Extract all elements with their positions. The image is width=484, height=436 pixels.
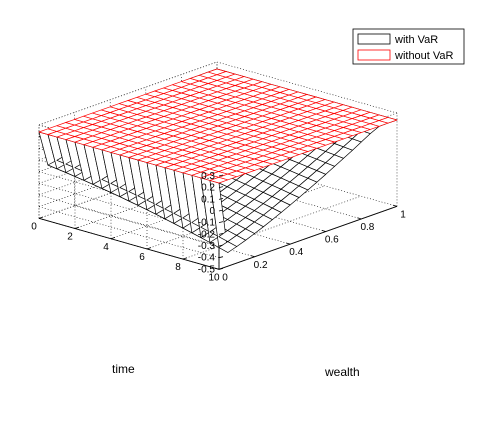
- y-tick-mark: [38, 216, 44, 219]
- y-tick-label: 4: [103, 242, 109, 253]
- y-axis-label: time: [112, 362, 135, 376]
- x-tick-mark: [392, 204, 398, 207]
- z-tick-mark: [218, 256, 224, 259]
- z-tick-mark: [218, 174, 224, 177]
- x-axis-label: wealth: [324, 365, 360, 379]
- x-tick-label: 0.4: [289, 247, 303, 258]
- x-tick-label: 0.2: [254, 260, 268, 271]
- z-tick-label: 0.1: [201, 194, 215, 205]
- z-tick-label: -0.1: [198, 218, 216, 229]
- x-tick-mark: [286, 242, 291, 245]
- z-tick-mark: [218, 232, 224, 235]
- box-edge: [216, 61, 398, 114]
- legend-swatch-without-var: [357, 49, 391, 61]
- z-tick-label: -0.2: [198, 229, 216, 240]
- z-tick-mark: [218, 197, 224, 200]
- y-axis-line: [38, 217, 220, 270]
- x-tick-mark: [214, 267, 220, 270]
- x-tick-mark: [250, 255, 255, 258]
- y-tick-mark: [218, 267, 224, 270]
- y-tick-mark: [110, 236, 116, 240]
- y-tick-label: 8: [175, 262, 181, 273]
- legend-swatch-with-var: [357, 33, 391, 45]
- x-tick-mark: [357, 217, 362, 220]
- x-tick-mark: [321, 229, 326, 232]
- x-tick-label: 0: [222, 272, 228, 283]
- y-tick-label: 6: [139, 252, 145, 263]
- y-tick-mark: [146, 247, 152, 250]
- z-tick-label: -0.4: [198, 253, 216, 264]
- grid-line: [38, 183, 220, 235]
- z-tick-label: -0.3: [198, 241, 216, 252]
- z-tick-label: 0: [209, 206, 215, 217]
- legend-label-without-var: without VaR: [394, 50, 454, 62]
- legend-label-with-var: with VaR: [394, 34, 438, 46]
- series-without-var-surface: [38, 68, 398, 184]
- z-tick-mark: [218, 186, 224, 189]
- z-tick-mark: [218, 221, 224, 224]
- z-tick-label: 0.2: [201, 183, 215, 194]
- grid-line: [74, 205, 255, 258]
- y-tick-label: 0: [31, 221, 37, 232]
- z-tick-label: -0.5: [198, 264, 216, 275]
- z-tick-label: 0.3: [201, 171, 215, 182]
- z-tick-mark: [218, 209, 224, 212]
- grid-line: [38, 194, 220, 247]
- surface-face-without-var: [378, 117, 398, 124]
- x-tick-label: 0.6: [325, 235, 339, 246]
- y-tick-label: 10: [208, 272, 220, 283]
- x-tick-label: 0.8: [360, 222, 374, 233]
- y-tick-label: 2: [67, 232, 73, 243]
- y-tick-mark: [182, 257, 188, 260]
- y-tick-mark: [74, 226, 80, 229]
- grid-line: [38, 206, 220, 258]
- legend: with VaR without VaR: [352, 28, 465, 65]
- z-tick-mark: [218, 244, 224, 247]
- x-axis-line: [218, 205, 398, 270]
- x-tick-label: 1: [400, 209, 406, 220]
